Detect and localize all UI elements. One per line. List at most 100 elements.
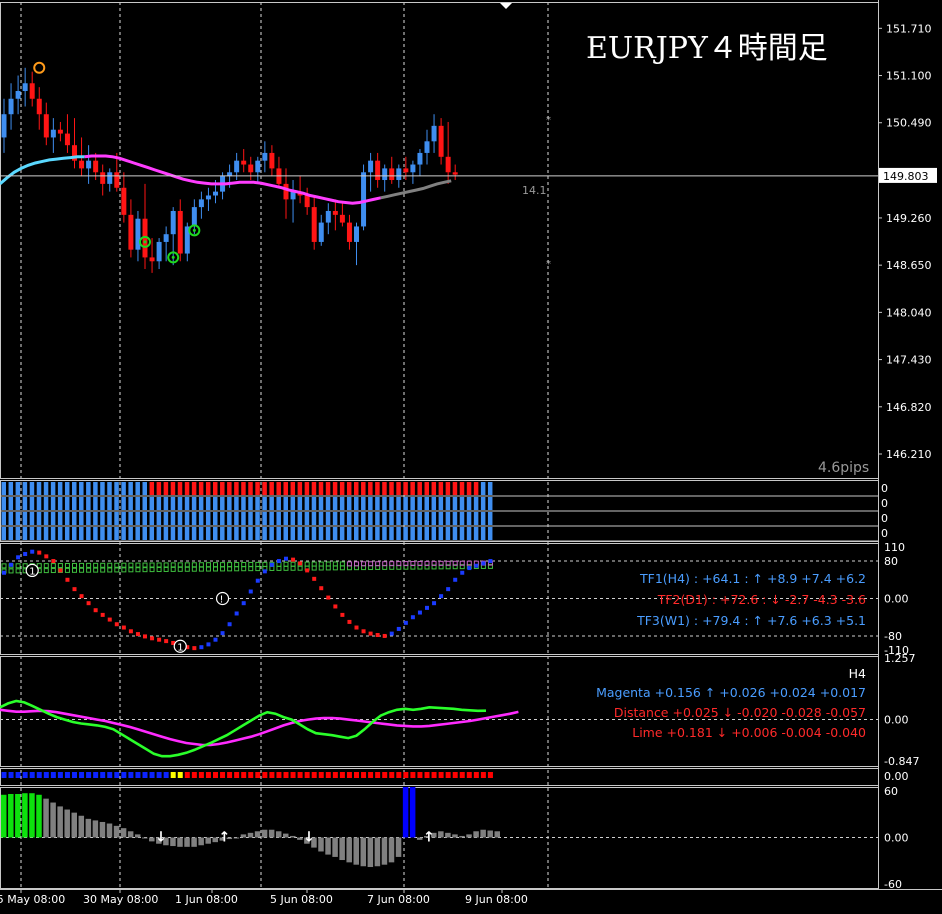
osc-point	[220, 631, 225, 636]
candle-bear	[93, 160, 99, 173]
dot-row-cell	[368, 772, 374, 778]
osc-point	[368, 631, 373, 636]
strength-bar	[311, 512, 317, 525]
hist-bar	[134, 834, 141, 838]
strength-bar	[22, 497, 28, 510]
osc-point	[319, 586, 324, 591]
strength-bar	[128, 512, 133, 525]
price-tick-label: 146.820	[886, 401, 932, 414]
strength-bar	[241, 512, 246, 525]
strength-bar	[354, 527, 359, 540]
dot-row-cell	[473, 772, 479, 778]
hist-bar	[325, 837, 331, 855]
lime-line	[0, 699, 487, 758]
candle-bear	[445, 156, 451, 173]
osc-band-square	[248, 561, 254, 567]
strength-bar	[22, 527, 28, 540]
dot-row-cell	[417, 772, 423, 778]
dot-row-cell	[64, 772, 70, 778]
strength-bar	[93, 527, 98, 540]
time-tick-label: 9 Jun 08:00	[465, 893, 528, 906]
strength-bar	[346, 482, 352, 495]
strength-bar	[389, 527, 394, 540]
strength-bar	[382, 527, 387, 540]
osc-band-square	[163, 566, 169, 572]
strength-bar	[269, 482, 274, 495]
strength-bar	[262, 482, 267, 495]
strength-bar	[8, 527, 14, 540]
dot-row-cell	[424, 772, 430, 778]
strength-bar	[283, 512, 288, 525]
strength-bar	[86, 497, 91, 510]
strength-bar	[403, 482, 408, 495]
hist-bar	[480, 829, 486, 838]
candle-bull	[361, 172, 367, 227]
dot-row-cell	[220, 772, 226, 778]
strength-bar	[389, 512, 394, 525]
strength-bar	[220, 527, 225, 540]
dot-row-cell	[142, 772, 148, 778]
signal-circle-green	[188, 224, 201, 237]
osc-band-square	[255, 561, 261, 567]
hist-bar	[367, 837, 374, 868]
strength-bar	[424, 497, 429, 510]
strength-bar	[262, 527, 267, 540]
strength-bar	[100, 497, 105, 510]
osc-info-line: TF3(W1) : +79.4 : ↑ +7.6 +6.3 +5.1	[636, 613, 866, 628]
hist-bar	[339, 837, 345, 861]
osc-point	[340, 612, 345, 617]
osc-info-line: TF2(D1) : +72.6 : ↓ -2.7 -4.3 -3.6	[657, 592, 866, 607]
hist-bar	[198, 837, 204, 846]
dot-row-cell	[93, 772, 99, 778]
osc-band-square	[198, 562, 204, 568]
osc-point	[150, 636, 155, 641]
osc-point	[403, 620, 408, 625]
osc-band-square	[213, 562, 218, 568]
dot-row-cell	[72, 772, 77, 778]
osc-band-square	[93, 562, 99, 568]
osc-band-square	[290, 561, 296, 567]
strength-bar	[424, 482, 429, 495]
price-tick-label: 149.260	[886, 212, 932, 225]
strength-bar	[43, 527, 49, 540]
strength-bar	[283, 527, 288, 540]
hist-bar	[106, 823, 113, 838]
strength-bar	[445, 527, 451, 540]
strength-bar	[438, 512, 444, 525]
strength-bar	[100, 512, 105, 525]
strength-bar	[318, 512, 324, 525]
hist-bar	[120, 828, 127, 838]
osc-band-square	[149, 562, 155, 568]
strength-bar	[50, 512, 56, 525]
strength-bar	[149, 512, 155, 525]
hist-bar	[431, 832, 437, 838]
candle-bull	[354, 226, 359, 242]
strength-bar	[163, 497, 169, 510]
osc-point	[171, 640, 176, 645]
strength-bar	[396, 512, 401, 525]
osc-circle-marker	[215, 591, 230, 606]
hist-bar	[438, 831, 444, 838]
osc-band-square	[311, 561, 317, 567]
osc-point	[227, 622, 232, 627]
strength-bar	[72, 497, 77, 510]
hist-bar	[304, 837, 310, 844]
dot-row-cell	[241, 772, 247, 778]
strength-bar	[304, 512, 310, 525]
strength-bar	[114, 527, 119, 540]
strength-bar	[149, 482, 155, 495]
strength-bar	[227, 482, 232, 495]
strength-bar	[445, 512, 451, 525]
strength-bar	[417, 497, 422, 510]
dot-row-cell	[57, 772, 63, 778]
strength-bar	[361, 497, 366, 510]
osc-circle-marker-label: 1	[29, 566, 35, 577]
hist-bar	[353, 837, 359, 865]
hist-bar	[57, 806, 63, 838]
strength-bar	[255, 527, 260, 540]
osc-point	[79, 594, 84, 599]
line-tick-label: 0.00	[884, 714, 909, 727]
strength-bar	[114, 497, 119, 510]
strength-bar	[57, 497, 63, 510]
strength-bar	[382, 497, 387, 510]
